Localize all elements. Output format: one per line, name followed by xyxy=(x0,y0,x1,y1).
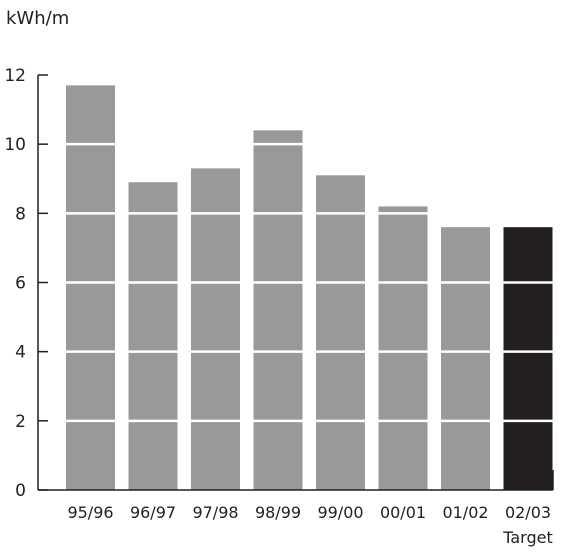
bar xyxy=(378,206,428,490)
bar xyxy=(316,175,365,490)
bar xyxy=(503,227,553,490)
x-tick-label: 00/01 xyxy=(380,503,426,522)
y-tick-label: 4 xyxy=(15,343,26,363)
y-tick-label: 0 xyxy=(15,481,26,501)
x-tick-label: 02/03 xyxy=(505,503,551,522)
bar xyxy=(191,168,240,490)
x-tick-label: 95/96 xyxy=(67,503,113,522)
x-tick-label: 96/97 xyxy=(130,503,176,522)
x-tick-label: 99/00 xyxy=(317,503,363,522)
y-tick-label: 6 xyxy=(15,274,26,294)
y-axis-label: kWh/m xyxy=(6,8,70,29)
x-tick-sublabel: Target xyxy=(502,528,553,547)
y-tick-label: 10 xyxy=(4,135,26,155)
x-tick-label: 97/98 xyxy=(192,503,238,522)
x-tick-label: 01/02 xyxy=(442,503,488,522)
bar xyxy=(128,182,178,491)
y-tick-label: 2 xyxy=(15,412,26,432)
y-tick-label: 12 xyxy=(4,66,26,86)
bar xyxy=(441,227,490,490)
x-tick-label: 98/99 xyxy=(255,503,301,522)
bar xyxy=(253,130,303,491)
y-tick-label: 8 xyxy=(15,204,26,224)
bar xyxy=(66,85,115,490)
